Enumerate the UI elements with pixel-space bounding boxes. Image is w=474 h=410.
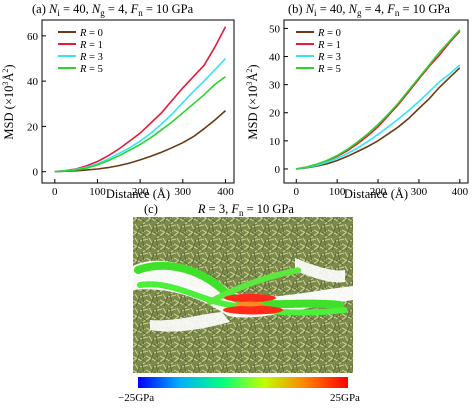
high-stress-core	[236, 301, 264, 307]
panel-c-title: (c) R = 3, Fn = 10 GPa	[144, 202, 294, 218]
colorbar-max-label: 25GPa	[330, 392, 360, 404]
high-stress-core	[224, 294, 276, 302]
colorbar	[138, 377, 348, 388]
y-tick-label: 50	[269, 23, 281, 35]
x-tick-label: 100	[89, 186, 106, 198]
series-line-r3	[296, 64, 461, 170]
y-tick-label: 20	[27, 121, 39, 133]
y-tick-label: 20	[269, 108, 281, 120]
x-axis-label: Distance (Å)	[344, 187, 408, 201]
legend-label: R = 3	[317, 52, 341, 63]
x-tick-label: 0	[52, 186, 58, 198]
stress-band	[137, 281, 348, 316]
x-tick-label: 300	[175, 186, 192, 198]
y-tick-label: 0	[275, 164, 281, 176]
y-axis-label: MSD (×103Å2)	[245, 64, 260, 139]
legend-label: R = 0	[79, 28, 103, 39]
x-tick-label: 400	[217, 186, 234, 198]
gap-region	[295, 258, 345, 283]
legend-label: R = 3	[79, 52, 103, 63]
x-tick-label: 200	[132, 186, 149, 198]
stress-map-image	[133, 217, 353, 373]
panel-a: (a) Ni = 40, Ng = 4, Fn = 10 GPa 0 100 200…	[1, 2, 235, 201]
legend-label: R = 5	[79, 64, 103, 75]
series-line-r5	[296, 29, 461, 170]
high-stress-core	[223, 305, 283, 315]
legend-label: R = 1	[317, 40, 341, 51]
series-line-r0	[54, 110, 227, 173]
plot-frame	[283, 19, 469, 184]
colorbar-min-label: −25GPa	[118, 392, 154, 404]
plot-frame	[41, 19, 235, 184]
panel-b: (b) Ni = 40, Ng = 4, Fn = 10 GPa 0 100 200…	[245, 2, 469, 201]
series-line-r3	[54, 57, 227, 173]
y-tick-label: 10	[269, 136, 281, 148]
legend-label: R = 1	[79, 40, 103, 51]
series-line-r0	[296, 67, 461, 170]
x-tick-label: 100	[329, 186, 346, 198]
y-tick-label: 0	[33, 167, 39, 179]
x-axis-label: Distance (Å)	[106, 187, 170, 201]
series-line-r1	[54, 26, 227, 173]
legend-label: R = 0	[317, 28, 341, 39]
panel-b-title: (b) Ni = 40, Ng = 4, Fn = 10 GPa	[288, 2, 450, 18]
x-tick-label: 200	[370, 186, 387, 198]
y-axis-label: MSD (×103Å2)	[1, 64, 16, 139]
stress-band	[207, 267, 303, 305]
y-tick-label: 40	[269, 52, 281, 64]
y-tick-label: 60	[27, 31, 39, 43]
x-tick-label: 0	[294, 186, 300, 198]
legend-label: R = 5	[317, 64, 341, 75]
panel-c: (c) R = 3, Fn = 10 GPa −25GPa 25GPa	[118, 202, 360, 404]
panel-a-title: (a) Ni = 40, Ng = 4, Fn = 10 GPa	[32, 2, 194, 18]
x-tick-label: 400	[452, 186, 469, 198]
y-tick-label: 40	[27, 76, 39, 88]
gap-region	[150, 312, 230, 332]
x-tick-label: 300	[411, 186, 428, 198]
series-line-r5	[54, 75, 226, 173]
y-tick-label: 30	[269, 80, 281, 92]
